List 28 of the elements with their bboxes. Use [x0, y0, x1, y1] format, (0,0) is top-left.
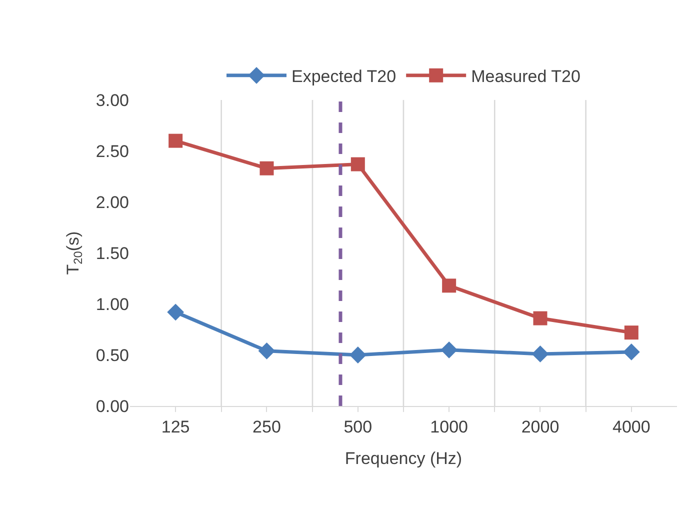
x-tick-label: 250	[252, 418, 281, 437]
y-tick-label: 2.00	[96, 192, 129, 212]
y-tick-label: 1.50	[96, 244, 129, 263]
point	[168, 134, 183, 148]
point	[624, 326, 638, 340]
point	[260, 161, 274, 176]
y-tick-label: 3.00	[96, 90, 129, 110]
point	[258, 342, 276, 360]
point	[532, 346, 549, 362]
y-tick-label: 1.00	[96, 294, 129, 314]
point	[442, 278, 456, 293]
y-tick-label: 0.50	[96, 346, 129, 365]
y-tick-label: 0.00	[96, 396, 129, 416]
point	[167, 304, 184, 321]
legend-label: Expected T20	[292, 67, 396, 86]
y-tick-label: 2.50	[96, 142, 129, 161]
x-tick-label: 1000	[430, 418, 468, 437]
point	[440, 341, 458, 358]
x-tick-label: 2000	[521, 418, 560, 437]
x-tick-label: 4000	[612, 418, 650, 437]
x-tick-label: 500	[344, 418, 372, 437]
point	[622, 343, 640, 360]
x-tick-label: 125	[161, 418, 190, 437]
legend-label: Measured T20	[471, 67, 580, 86]
point	[349, 346, 366, 364]
point	[350, 157, 365, 172]
x-axis-title: Frequency (Hz)	[344, 448, 462, 468]
point	[533, 311, 548, 326]
